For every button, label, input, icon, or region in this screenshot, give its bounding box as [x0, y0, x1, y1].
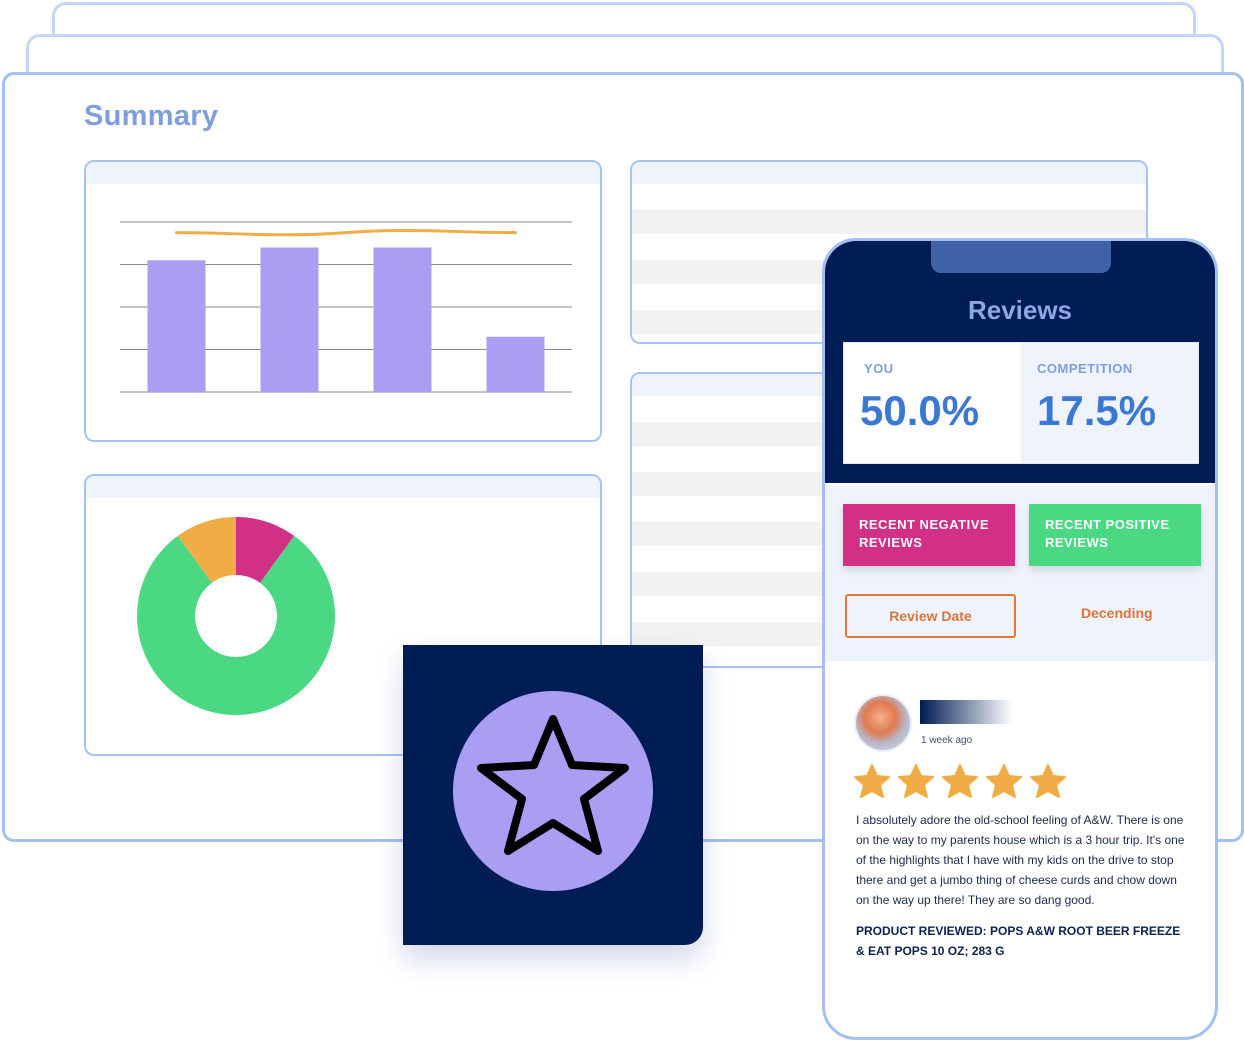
recent-positive-reviews-button[interactable]: RECENT POSITIVE REVIEWS [1029, 504, 1201, 566]
review-time: 1 week ago [921, 735, 973, 746]
star-circle [453, 691, 653, 891]
product-reviewed: PRODUCT REVIEWED: POPS A&W ROOT BEER FRE… [856, 924, 1181, 958]
card-header [632, 162, 1146, 184]
bar [486, 336, 545, 392]
rating-star-icon [1030, 764, 1066, 798]
sort-field-button[interactable]: Review Date [845, 594, 1016, 638]
donut-chart [136, 517, 335, 715]
avatar [856, 696, 910, 750]
bar-chart [120, 221, 572, 393]
stat-you: YOU 50.0% [844, 343, 1021, 463]
card-header [86, 476, 600, 498]
bar [147, 260, 206, 392]
phone-notch [931, 241, 1111, 273]
card-header [86, 162, 600, 184]
table-row [632, 210, 1146, 234]
stat-competition: COMPETITION 17.5% [1021, 343, 1198, 463]
star-tile [403, 645, 703, 945]
donut-chart-card [84, 474, 602, 756]
phone-reviews-panel: Reviews YOU 50.0% COMPETITION 17.5% RECE… [822, 238, 1218, 1040]
sort-order-toggle[interactable]: Decending [1081, 605, 1153, 621]
donut-slice [177, 517, 236, 583]
phone-header: Reviews YOU 50.0% COMPETITION 17.5% [825, 241, 1215, 483]
rating-star-icon [898, 764, 934, 798]
review-stats: YOU 50.0% COMPETITION 17.5% [843, 342, 1199, 464]
stat-you-label: YOU [864, 361, 894, 376]
recent-negative-reviews-button[interactable]: RECENT NEGATIVE REVIEWS [843, 504, 1015, 566]
rating-star-icon [942, 764, 978, 798]
review-text: I absolutely adore the old-school feelin… [856, 813, 1185, 907]
bar [260, 247, 319, 392]
reviews-title: Reviews [967, 295, 1073, 325]
rating-star-icon [854, 764, 890, 798]
bar-chart-card [84, 160, 602, 442]
reviewer-name-redacted [920, 700, 1012, 724]
rating-star-icon [986, 764, 1022, 798]
star-rating [853, 763, 1073, 799]
trend-line [175, 228, 517, 237]
stat-competition-value: 17.5% [1037, 387, 1157, 434]
stat-you-value: 50.0% [860, 387, 980, 434]
star-icon [477, 715, 629, 855]
page-title: Summary [84, 100, 219, 132]
bar [373, 247, 432, 392]
donut-slice [236, 517, 295, 583]
donut-slice [136, 535, 335, 715]
stat-competition-label: COMPETITION [1037, 361, 1133, 376]
